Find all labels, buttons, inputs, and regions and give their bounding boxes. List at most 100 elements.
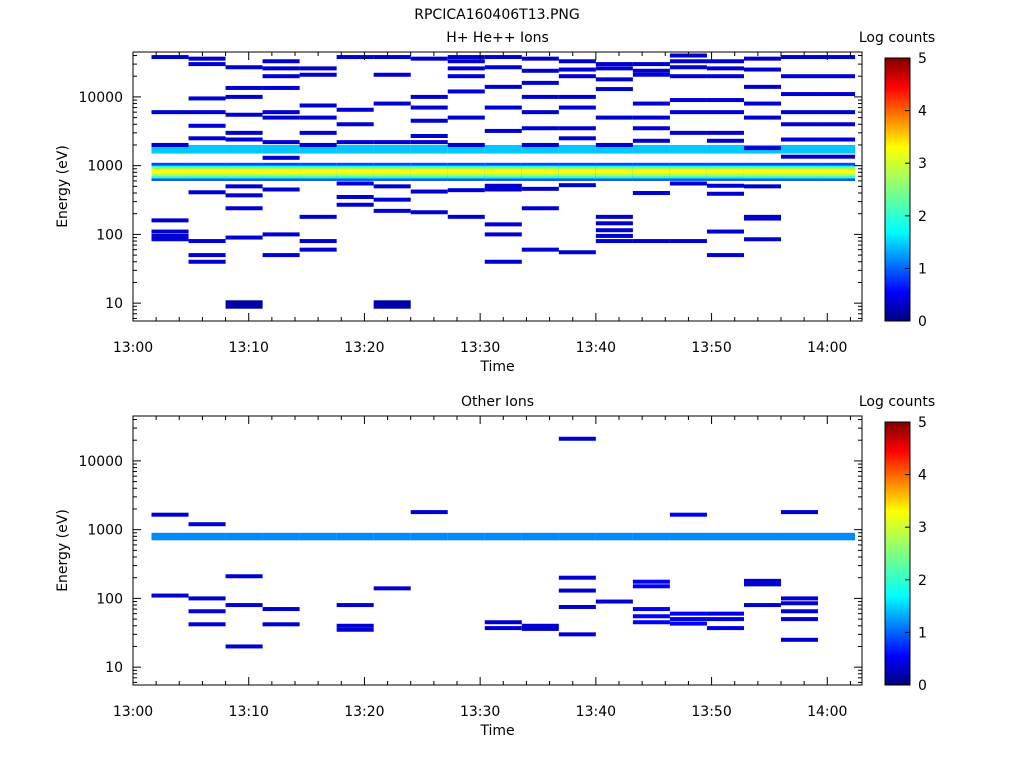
data-cell — [669, 65, 707, 70]
data-cell — [521, 110, 559, 115]
data-cell — [521, 94, 559, 99]
data-cell — [781, 617, 819, 622]
data-cell — [373, 55, 411, 60]
data-cell — [521, 68, 559, 73]
band-cell — [743, 532, 781, 541]
colorbar-tick-label: 2 — [918, 209, 927, 225]
data-cell — [743, 101, 781, 106]
data-cell — [225, 94, 263, 99]
data-cell — [373, 140, 411, 145]
data-cell — [669, 611, 707, 616]
data-cell — [781, 510, 819, 515]
data-cell — [151, 237, 189, 242]
panel-1: 13:00 13:10 13:20 13:30 13:40 13:50 14:0010100… — [55, 30, 935, 375]
band-cell — [299, 532, 337, 541]
data-cell — [521, 186, 559, 191]
data-cell — [225, 130, 263, 135]
data-cell — [151, 233, 189, 238]
band-cell — [447, 532, 485, 541]
data-cell — [188, 622, 226, 627]
data-cell — [743, 216, 781, 221]
data-cell — [410, 133, 448, 138]
data-cell — [558, 105, 596, 110]
data-cell — [225, 85, 263, 90]
band-cell — [188, 144, 226, 154]
data-cell — [818, 55, 856, 60]
data-cell — [225, 603, 263, 608]
colorbar-tick-label: 5 — [918, 415, 927, 431]
data-cell — [743, 582, 781, 587]
data-cell — [262, 140, 300, 145]
data-cell — [706, 110, 744, 115]
data-cell — [151, 142, 189, 147]
data-cell — [151, 110, 189, 115]
data-cell — [669, 110, 707, 115]
figure-title: RPCICA160406T13.PNG — [414, 7, 579, 23]
data-cell — [225, 112, 263, 117]
data-cell — [336, 627, 374, 632]
x-tick-label: 13:50 — [691, 704, 731, 720]
data-cell — [632, 68, 670, 73]
data-cell — [558, 67, 596, 72]
data-cell — [373, 101, 411, 106]
data-cell — [151, 229, 189, 234]
data-cell — [188, 123, 226, 128]
data-cell — [299, 72, 337, 77]
data-cell — [299, 142, 337, 147]
data-cell — [262, 66, 300, 71]
data-cell — [706, 66, 744, 71]
colorbar-label: Log counts — [859, 30, 935, 46]
colorbar-label: Log counts — [859, 394, 935, 410]
x-tick-label: 13:10 — [229, 340, 269, 356]
data-cell — [188, 239, 226, 244]
data-cell — [743, 84, 781, 89]
band-cell — [706, 532, 744, 541]
data-cell — [262, 110, 300, 115]
data-cell — [262, 115, 300, 120]
data-cell — [447, 214, 485, 219]
data-cell — [632, 62, 670, 67]
band-cell — [447, 144, 485, 154]
data-cell — [188, 110, 226, 115]
data-cell — [595, 142, 633, 147]
data-cell — [447, 89, 485, 94]
data-cell — [188, 136, 226, 141]
data-cell — [299, 66, 337, 71]
band-cell — [632, 532, 670, 541]
data-cell — [595, 77, 633, 82]
data-cell — [521, 142, 559, 147]
band-cell — [595, 532, 633, 541]
x-axis-label: Time — [479, 723, 514, 739]
data-cell — [595, 66, 633, 71]
band-cell — [151, 532, 189, 541]
band-cell — [373, 144, 411, 154]
data-cell — [373, 184, 411, 189]
panel-2: 13:00 13:10 13:20 13:30 13:40 13:50 14:0010100… — [55, 394, 935, 739]
data-cell — [225, 193, 263, 198]
band-cell — [595, 144, 633, 154]
data-cell — [558, 136, 596, 141]
data-cell — [781, 92, 819, 97]
data-cell — [743, 67, 781, 72]
band-cell — [706, 144, 744, 154]
data-cell — [818, 137, 856, 142]
data-cell — [595, 115, 633, 120]
data-cell — [188, 259, 226, 264]
band-cell — [373, 532, 411, 541]
colorbar-tick-label: 4 — [918, 468, 927, 484]
data-cell — [818, 110, 856, 115]
data-cell — [299, 247, 337, 252]
data-cell — [336, 623, 374, 628]
band-cell — [262, 532, 300, 541]
band-cell — [151, 144, 189, 154]
y-axis-label: Energy (eV) — [55, 509, 71, 592]
data-cell — [410, 210, 448, 215]
panel-title: H+ He++ Ions — [446, 30, 549, 46]
x-tick-label: 13:20 — [344, 340, 384, 356]
data-cell — [781, 55, 819, 60]
data-cell — [558, 588, 596, 593]
data-cell — [225, 184, 263, 189]
data-cell — [669, 59, 707, 64]
data-cell — [410, 56, 448, 61]
data-cell — [225, 206, 263, 211]
